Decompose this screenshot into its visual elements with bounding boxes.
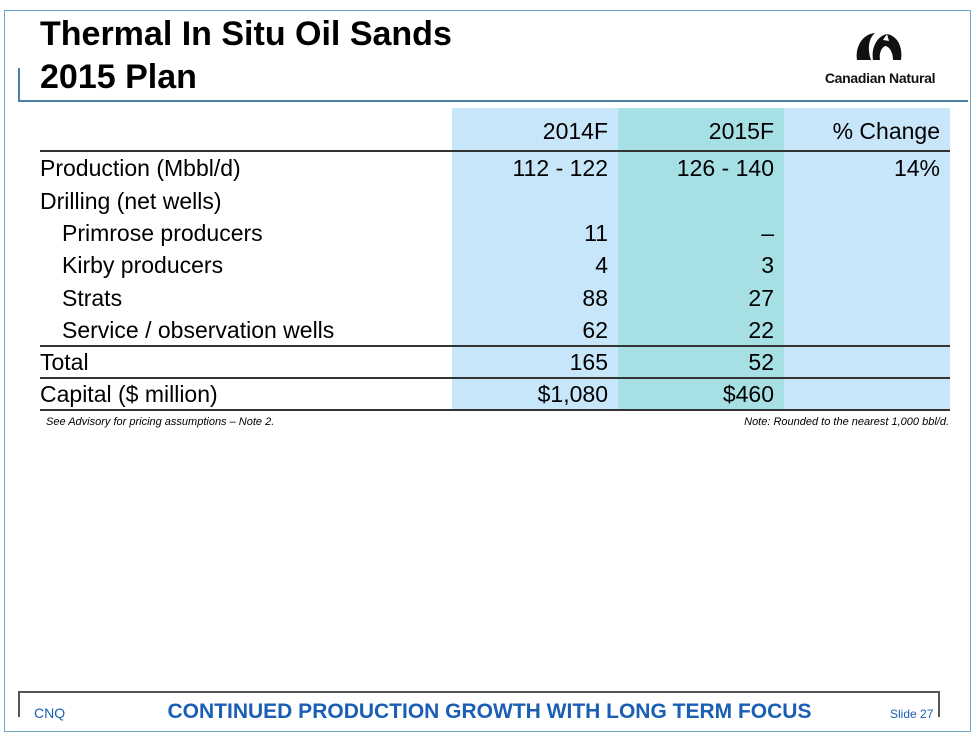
slide-title-line-2: 2015 Plan	[40, 58, 197, 96]
column-change-background	[784, 108, 950, 410]
row-label-capital: Capital ($ million)	[40, 381, 218, 407]
cell-service-2014f: 62	[582, 317, 608, 343]
cell-production-2014f: 112 - 122	[512, 155, 608, 181]
company-logo: Canadian Natural	[820, 30, 940, 92]
footer-ticker: CNQ	[34, 705, 66, 721]
rounding-note: Note: Rounded to the nearest 1,000 bbl/d…	[744, 416, 949, 428]
cell-capital-2015f: $460	[722, 381, 774, 407]
row-label-kirby-producers: Kirby producers	[62, 252, 224, 278]
column-2015f-background	[618, 108, 784, 410]
cell-primrose-2015f: –	[761, 220, 774, 246]
total-divider	[40, 345, 950, 347]
cell-kirby-2015f: 3	[761, 252, 774, 278]
row-label-service-observation-wells: Service / observation wells	[62, 317, 335, 343]
row-label-strats: Strats	[62, 285, 123, 311]
slide-frame	[4, 10, 971, 732]
header-2015f: 2015F	[708, 118, 774, 144]
header-2014f: 2014F	[542, 118, 608, 144]
cell-primrose-2014f: 11	[584, 220, 608, 246]
cell-total-2014f: 165	[569, 349, 608, 375]
footer-bracket	[18, 691, 940, 717]
header-percent-change: % Change	[832, 118, 940, 144]
header-divider	[40, 150, 950, 152]
logo-wordmark: Canadian Natural	[824, 70, 936, 86]
cell-kirby-2014f: 4	[595, 252, 608, 278]
row-label-total: Total	[40, 349, 89, 375]
cell-strats-2015f: 27	[748, 285, 774, 311]
slide-title-line-1: Thermal In Situ Oil Sands	[40, 15, 452, 53]
cell-production-2015f: 126 - 140	[676, 155, 774, 181]
cell-production-change: 14%	[893, 155, 940, 181]
title-underline	[18, 68, 968, 102]
table-bottom-rule	[40, 409, 950, 411]
row-label-production: Production (Mbbl/d)	[40, 155, 241, 181]
row-label-drilling: Drilling (net wells)	[40, 188, 222, 214]
canadian-natural-logo-icon	[856, 33, 902, 60]
slide-number: Slide 27	[890, 707, 934, 721]
cell-capital-2014f: $1,080	[537, 381, 608, 407]
cell-strats-2014f: 88	[582, 285, 608, 311]
row-label-primrose-producers: Primrose producers	[62, 220, 263, 246]
footer-tagline: CONTINUED PRODUCTION GROWTH WITH LONG TE…	[167, 700, 812, 723]
column-2014f-background	[452, 108, 618, 410]
cell-service-2015f: 22	[748, 317, 774, 343]
cell-total-2015f: 52	[748, 349, 774, 375]
capital-divider	[40, 377, 950, 379]
pricing-advisory-note: See Advisory for pricing assumptions – N…	[46, 416, 275, 428]
